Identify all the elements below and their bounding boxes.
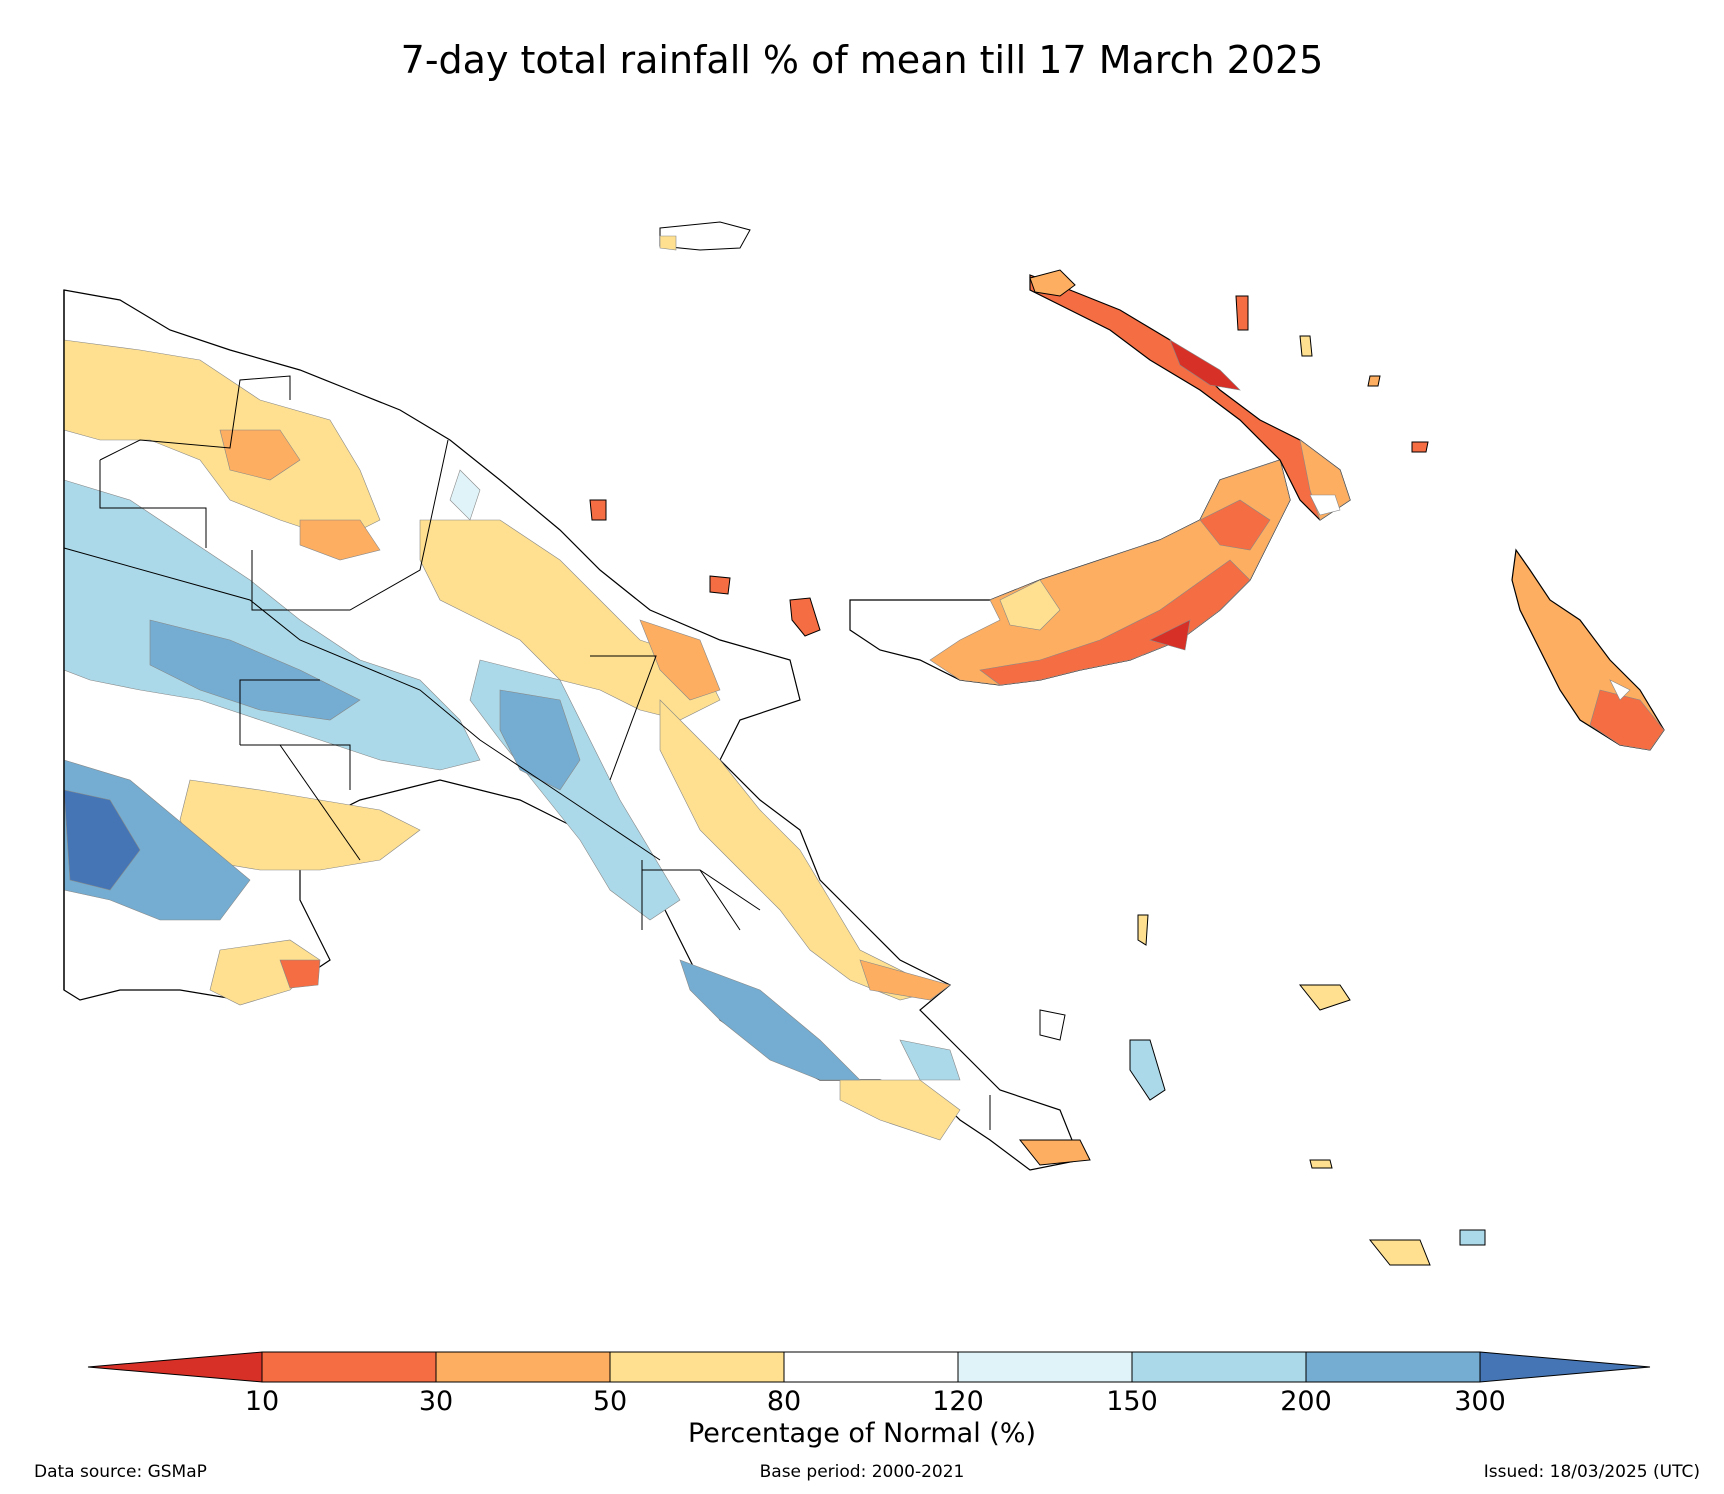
province-boundary: [590, 655, 657, 781]
wet-patch: [63, 789, 141, 891]
wet-patch: [63, 479, 481, 771]
mainland: [63, 289, 1081, 1171]
colorbar-tick-label: 150: [1106, 1386, 1158, 1417]
colorbar-extend-high: [1479, 1351, 1651, 1383]
wet-patch: [449, 469, 481, 521]
province-boundary: [239, 679, 351, 790]
colorbar-segment: [783, 1351, 959, 1383]
wet-patch: [499, 689, 581, 791]
new-ireland: [1029, 274, 1351, 521]
colorbar-segment: [957, 1351, 1133, 1383]
issued-date-note: Issued: 18/03/2025 (UTC): [1483, 1462, 1700, 1482]
data-source-note: Data source: GSMaP: [34, 1462, 207, 1482]
province-boundary: [279, 744, 361, 861]
base-period-note: Base period: 2000-2021: [759, 1462, 965, 1482]
colorbar-tick-label: 50: [592, 1386, 628, 1417]
colorbar-segment: [609, 1351, 785, 1383]
colorbar: [87, 1351, 1651, 1383]
dry-patch: [279, 959, 321, 989]
colorbar-segment: [1305, 1351, 1481, 1383]
province-boundary: [63, 547, 661, 861]
colorbar-extend-low: [87, 1351, 263, 1383]
dry-patch: [859, 959, 951, 1001]
small-islands: [589, 221, 1429, 637]
wet-patch: [899, 1039, 961, 1081]
new-britain: [849, 459, 1291, 686]
colorbar-segment: [435, 1351, 611, 1383]
province-boundary: [699, 869, 741, 931]
province-boundary: [251, 439, 449, 611]
province-boundary: [99, 375, 291, 461]
dry-patch: [219, 429, 301, 481]
map-title: 7-day total rainfall % of mean till 17 M…: [400, 38, 1324, 82]
colorbar-segment: [261, 1351, 437, 1383]
wet-patch: [149, 619, 361, 721]
colorbar-tick-label: 80: [766, 1386, 802, 1417]
dry-patch: [299, 519, 381, 561]
bougainville: [1511, 548, 1665, 751]
colorbar-tick-label: 300: [1454, 1386, 1506, 1417]
colorbar-tick-label: 30: [418, 1386, 454, 1417]
colorbar-title: Percentage of Normal (%): [687, 1418, 1037, 1449]
wet-patch: [679, 959, 861, 1081]
dry-patch: [209, 939, 321, 1006]
colorbar-tick-label: 10: [244, 1386, 280, 1417]
dry-patch: [639, 619, 721, 701]
colorbar-segment: [1131, 1351, 1307, 1383]
province-boundary: [99, 460, 207, 548]
colorbar-tick-label: 200: [1280, 1386, 1332, 1417]
milne-bay-islands: [1018, 914, 1486, 1266]
colorbar-tick-label: 120: [932, 1386, 984, 1417]
